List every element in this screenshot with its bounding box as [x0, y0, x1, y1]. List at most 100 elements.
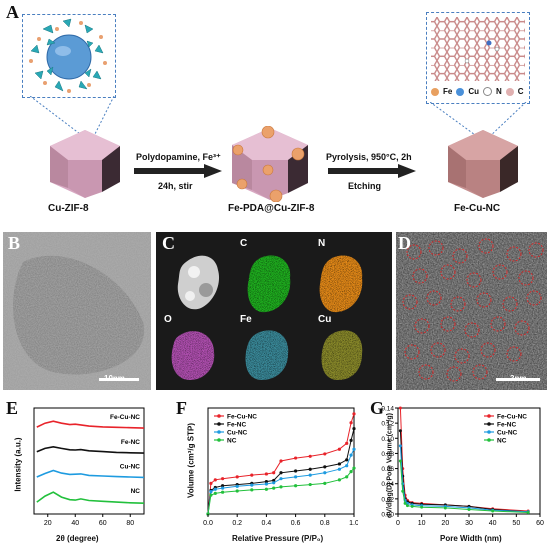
panel-label-e: E [6, 398, 19, 418]
isotherm-point [250, 483, 254, 487]
legend-n: N [496, 87, 502, 96]
isotherm-point [323, 452, 327, 456]
isotherm-point [337, 462, 341, 466]
isotherm-point [264, 472, 268, 476]
tem-texture [3, 232, 151, 390]
isotherm-point [279, 477, 283, 481]
step1-reagents: Polydopamine, Fe³⁺ [136, 152, 221, 162]
single-atom-circle [450, 296, 466, 312]
pore-y-tick-label: 0.10 [381, 436, 394, 443]
pore-point [398, 429, 402, 433]
isotherm-x-tick-label: 0.8 [320, 520, 330, 527]
single-atom-circle [466, 272, 482, 288]
pore-series-cu-nc [399, 445, 529, 513]
isotherm-legend-marker [217, 414, 221, 418]
xrd-x-axis-label: 2θ (degree) [56, 534, 99, 543]
single-atom-circle [428, 240, 444, 256]
label-fe-cu-nc: Fe-Cu-NC [454, 203, 501, 214]
isotherm-legend-label: Fe-NC [227, 422, 246, 429]
xrd-series-label: Fe-NC [121, 439, 140, 446]
xrd-x-tick-label: 20 [44, 520, 52, 527]
isotherm-point [264, 482, 268, 486]
zoom-lines-3 [430, 102, 527, 141]
single-atom-circle [464, 322, 480, 338]
single-atom-circle [490, 316, 506, 332]
isotherm-point [337, 478, 341, 482]
haadf-stem-image-d [396, 232, 547, 390]
pore-y-tick-label: 0.08 [381, 451, 394, 458]
pore-point [526, 510, 530, 514]
isotherm-point [272, 481, 276, 485]
step2-etching: Etching [348, 181, 381, 191]
cu-atom-icon [456, 87, 465, 96]
panel-label-a: A [6, 2, 19, 22]
pore-point [398, 444, 402, 448]
xrd-x-tick-label: 40 [71, 520, 79, 527]
isotherm-legend-marker [217, 422, 221, 426]
pore-point [398, 406, 402, 410]
single-atom-circle [528, 242, 544, 258]
isotherm-point [337, 467, 341, 471]
n-atom-icon [483, 87, 493, 96]
xrd-chart: Fe-Cu-NC Fe-NC Cu-NC NC 20 40 60 80 [33, 407, 145, 527]
pore-plot-frame [397, 407, 541, 515]
graphene-lattice-inset: Fe Cu N C [426, 12, 530, 104]
arrow-step-2 [328, 164, 416, 178]
isotherm-point [349, 438, 353, 442]
isotherm-point [294, 484, 298, 488]
isotherm-point [352, 466, 356, 470]
arrow-step-1 [134, 164, 222, 178]
xrd-series-fe-cu-nc [36, 420, 145, 429]
isotherm-point [345, 458, 349, 462]
pore-point [491, 509, 495, 513]
isotherm-point [213, 487, 217, 491]
isotherm-point [349, 421, 353, 425]
pore-y-tick-label: 0.00 [381, 512, 394, 519]
isotherm-point [209, 493, 213, 497]
isotherm-point [294, 456, 298, 460]
single-atom-circle [506, 246, 522, 262]
stem-image-with-circles [396, 232, 547, 390]
step2-conditions: Pyrolysis, 950°C, 2h [326, 152, 412, 162]
pore-series-fe-nc [399, 430, 529, 513]
isotherm-point [213, 491, 217, 495]
eds-maps [171, 255, 363, 380]
panel-label-f: F [176, 398, 187, 418]
isotherm-x-tick-label: 0.0 [203, 520, 213, 527]
eds-mapping-panel [156, 232, 392, 390]
isotherm-point [308, 467, 312, 471]
pore-legend-marker [487, 438, 491, 442]
panel-label-b: B [8, 233, 21, 253]
xrd-x-tick-label: 60 [99, 520, 107, 527]
single-atom-circle [526, 290, 542, 306]
isotherm-point [345, 475, 349, 479]
isotherm-x-tick-label: 0.4 [262, 520, 272, 527]
fe-atom-icon [431, 87, 439, 96]
isotherm-point [235, 484, 239, 488]
isotherm-point [323, 465, 327, 469]
pore-point [467, 507, 471, 511]
isotherm-legend-marker [217, 430, 221, 434]
isotherm-x-tick-label: 0.6 [291, 520, 301, 527]
zif-structure-illustration [29, 18, 107, 93]
isotherm-point [349, 470, 353, 474]
isotherm-point [221, 490, 225, 494]
isotherm-point [235, 475, 239, 479]
fe-cu-nc-crystal [448, 130, 518, 198]
single-atom-circle [476, 292, 492, 308]
single-atom-circle [472, 364, 488, 380]
label-cu-zif-8: Cu-ZIF-8 [48, 203, 89, 214]
isotherm-series-nc [207, 467, 355, 515]
pore-x-axis-label: Pore Width (nm) [440, 534, 502, 543]
isotherm-point [294, 469, 298, 473]
isotherm-point [345, 441, 349, 445]
isotherm-point [209, 481, 213, 485]
pore-legend-label: Fe-Cu-NC [497, 414, 527, 421]
isotherm-point [235, 489, 239, 493]
scale-bar-label-b: 10nm [104, 374, 125, 383]
atom-legend: Fe Cu N C [431, 87, 524, 96]
eds-label-cu: Cu [318, 314, 332, 325]
pore-point [420, 505, 424, 509]
legend-cu: Cu [468, 87, 480, 96]
